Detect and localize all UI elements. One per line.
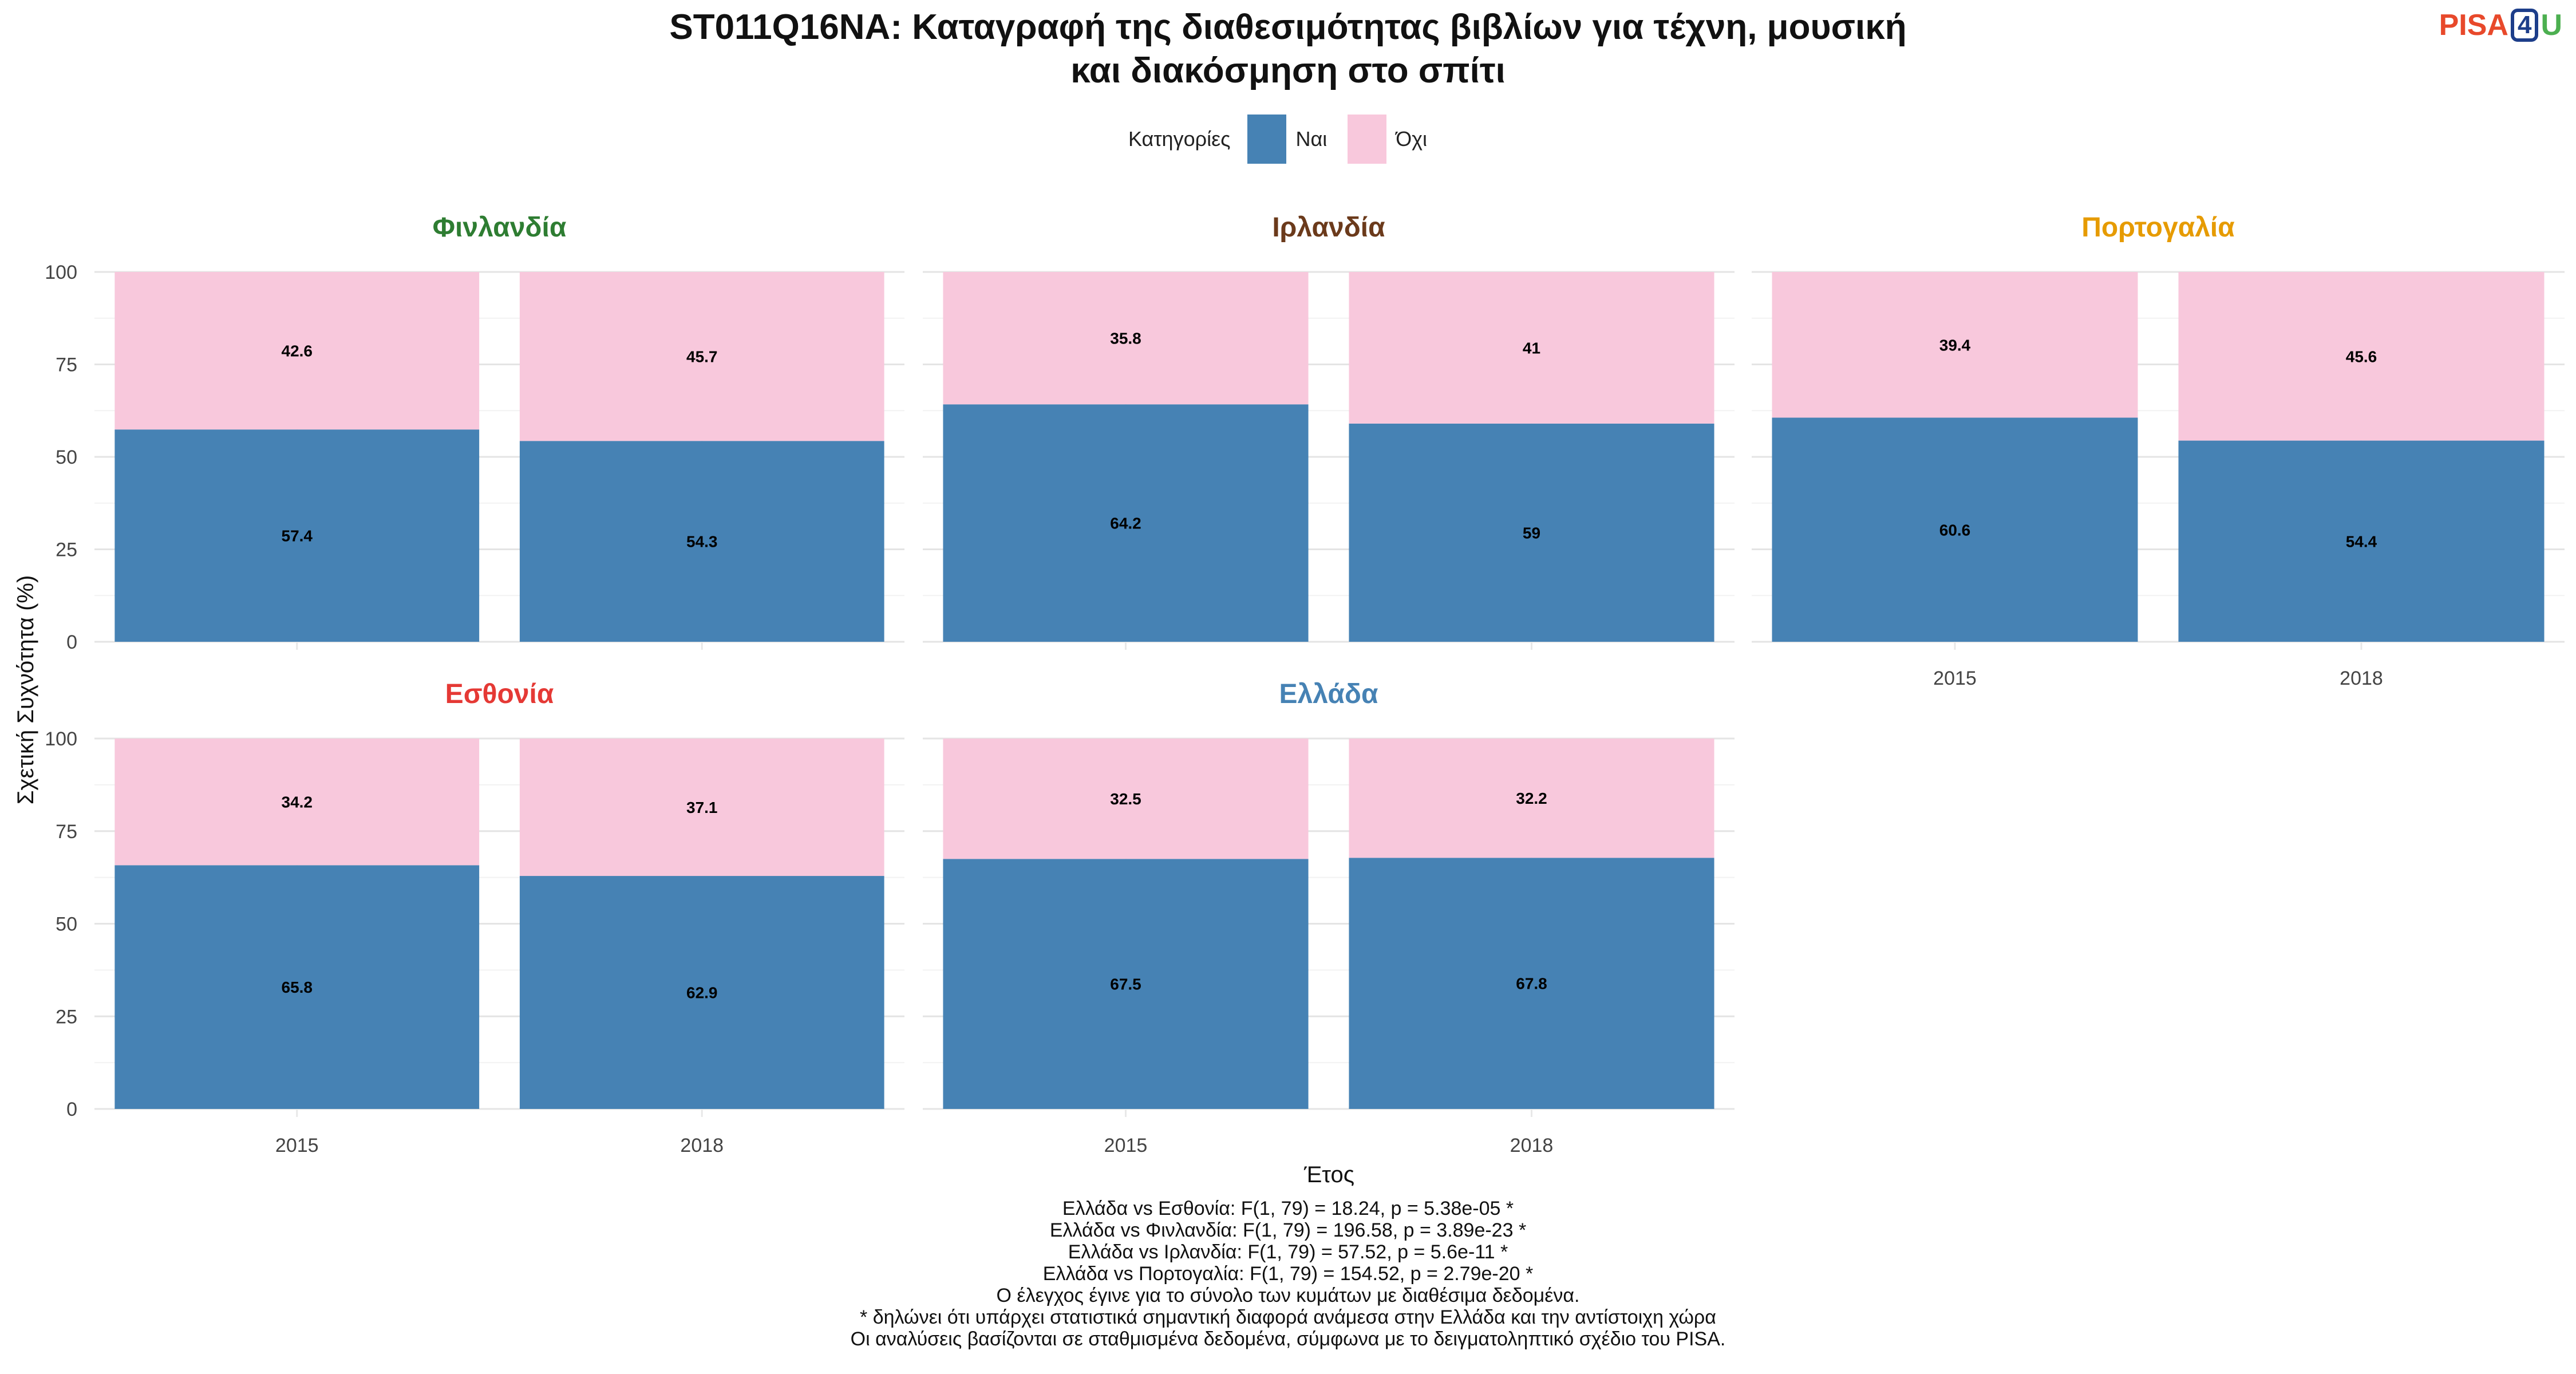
bar-segment xyxy=(114,272,480,430)
pisa4u-logo: PISA 4 U xyxy=(2439,8,2562,42)
note-line: Ελλάδα vs Ιρλανδία: F(1, 79) = 57.52, p … xyxy=(1068,1241,1508,1263)
note-line: Ελλάδα vs Εσθονία: F(1, 79) = 18.24, p =… xyxy=(1062,1198,1514,1219)
bar-segment xyxy=(2178,272,2545,441)
y-tick-label: 100 xyxy=(45,262,77,283)
bar-segment xyxy=(519,272,884,441)
panel-title: Ιρλανδία xyxy=(1272,212,1385,243)
chart-title-line-1: ST011Q16NA: Καταγραφή της διαθεσιμότητας… xyxy=(669,7,1907,47)
legend-key-no xyxy=(1348,114,1387,164)
data-label: 42.6 xyxy=(282,342,313,360)
y-tick-label: 50 xyxy=(56,447,77,468)
data-label: 64.2 xyxy=(1110,515,1141,532)
data-label: 37.1 xyxy=(686,799,718,816)
y-tick-label: 0 xyxy=(66,1099,77,1120)
y-tick-label: 25 xyxy=(56,539,77,561)
data-label: 59 xyxy=(1523,524,1540,542)
chart-title: ST011Q16NA: Καταγραφή της διαθεσιμότητας… xyxy=(0,6,2576,93)
data-label: 54.4 xyxy=(2346,532,2377,550)
logo-pisa-text: PISA xyxy=(2439,9,2508,42)
legend-label-yes: Ναι xyxy=(1295,127,1327,151)
x-tick-label: 2018 xyxy=(680,1135,724,1156)
legend-title: Κατηγορίες xyxy=(1128,127,1231,151)
data-label: 41 xyxy=(1523,339,1540,357)
logo-four-text: 4 xyxy=(2510,9,2539,42)
data-label: 45.6 xyxy=(2346,348,2377,365)
legend-key-yes xyxy=(1247,114,1287,164)
data-label: 65.8 xyxy=(282,978,313,996)
data-label: 34.2 xyxy=(282,793,313,811)
bar-segment xyxy=(2178,440,2545,642)
caption-notes: Ελλάδα vs Εσθονία: F(1, 79) = 18.24, p =… xyxy=(0,1198,2576,1350)
data-label: 35.8 xyxy=(1110,330,1141,348)
y-tick-label: 0 xyxy=(66,631,77,653)
y-tick-label: 75 xyxy=(56,821,77,843)
data-label: 32.5 xyxy=(1110,790,1141,808)
note-line: * δηλώνει ότι υπάρχει στατιστικά σημαντι… xyxy=(860,1306,1716,1328)
data-label: 39.4 xyxy=(1939,336,1971,354)
data-label: 67.5 xyxy=(1110,976,1141,993)
x-tick-label: 2018 xyxy=(2340,668,2383,689)
y-tick-label: 25 xyxy=(56,1006,77,1028)
data-label: 67.8 xyxy=(1516,975,1547,993)
panel-title: Ελλάδα xyxy=(1279,679,1378,709)
panel-title: Πορτογαλία xyxy=(2081,212,2235,243)
data-label: 60.6 xyxy=(1939,521,1971,539)
legend: Κατηγορίες Ναι Όχι xyxy=(0,114,2576,164)
bar-segment xyxy=(943,739,1309,859)
bar-segment xyxy=(114,739,480,866)
note-line: Ελλάδα vs Πορτογαλία: F(1, 79) = 154.52,… xyxy=(1042,1263,1534,1285)
y-tick-label: 50 xyxy=(56,914,77,935)
bar-segment xyxy=(519,739,884,876)
bar-segment xyxy=(519,441,884,642)
x-tick-label: 2015 xyxy=(1933,668,1977,689)
x-axis-title: Έτος xyxy=(1303,1162,1354,1187)
data-label: 62.9 xyxy=(686,984,718,1002)
chart-title-line-2: και διακόσμηση στο σπίτι xyxy=(1070,51,1506,90)
bar-segment xyxy=(943,859,1309,1109)
x-tick-label: 2015 xyxy=(275,1135,319,1156)
bar-segment xyxy=(114,865,480,1109)
bar-segment xyxy=(1349,739,1714,858)
x-tick-label: 2015 xyxy=(1104,1135,1148,1156)
panel-title: Εσθονία xyxy=(445,679,554,709)
bar-segment xyxy=(1349,272,1714,424)
note-line: Οι αναλύσεις βασίζονται σε σταθμισμένα δ… xyxy=(850,1328,1726,1350)
bar-segment xyxy=(1349,423,1714,642)
bar-segment xyxy=(1772,272,2138,418)
bar-segment xyxy=(1349,858,1714,1109)
bar-segment xyxy=(943,272,1309,405)
y-axis-title: Σχετική Συχνότητα (%) xyxy=(13,575,38,805)
x-tick-label: 2018 xyxy=(1510,1135,1554,1156)
bar-segment xyxy=(943,404,1309,642)
bar-segment xyxy=(519,876,884,1109)
data-label: 45.7 xyxy=(686,348,718,366)
y-tick-label: 100 xyxy=(45,728,77,750)
note-line: Ελλάδα vs Φινλανδία: F(1, 79) = 196.58, … xyxy=(1049,1219,1527,1241)
data-label: 54.3 xyxy=(686,533,718,551)
data-label: 57.4 xyxy=(282,527,313,545)
panel-title: Φινλανδία xyxy=(433,212,567,243)
data-label: 32.2 xyxy=(1516,789,1547,807)
y-tick-label: 75 xyxy=(56,354,77,376)
legend-label-no: Όχι xyxy=(1396,127,1428,151)
bar-segment xyxy=(114,429,480,642)
logo-u-text: U xyxy=(2541,9,2562,42)
note-line: Ο έλεγχος έγινε για το σύνολο των κυμάτω… xyxy=(996,1285,1580,1306)
bar-segment xyxy=(1772,417,2138,642)
